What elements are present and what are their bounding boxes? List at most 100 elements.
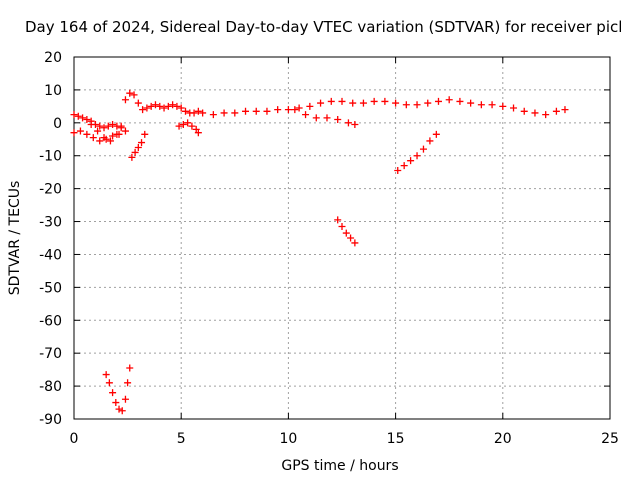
data-point (126, 89, 134, 97)
data-point (179, 120, 187, 128)
series-7 (334, 216, 359, 247)
y-tick-label: -90 (39, 412, 62, 428)
data-point (175, 122, 183, 130)
data-point (188, 122, 196, 130)
plot-frame (73, 56, 611, 420)
data-point (542, 111, 550, 119)
data-point (74, 112, 82, 120)
data-point (392, 99, 400, 107)
data-point (263, 107, 271, 115)
data-point (552, 107, 560, 115)
data-point (242, 107, 250, 115)
data-point (112, 399, 120, 407)
data-point (426, 137, 434, 145)
tick-labels: 0 5 10 15 20 25 -90 -80 -70 -60 -50 -40 -30 -20 -10 0 10… (39, 50, 619, 447)
data-point (134, 99, 142, 107)
data-points (70, 89, 569, 415)
data-point (100, 124, 108, 132)
data-point (109, 389, 117, 397)
chart-title: Day 164 of 2024, Sidereal Day-to-day VTE… (25, 18, 622, 36)
data-point (344, 119, 352, 127)
y-tick-label: 10 (44, 83, 62, 99)
series-1 (70, 89, 569, 132)
data-point (70, 111, 78, 119)
data-point (164, 102, 172, 110)
data-point (274, 106, 282, 114)
data-point (334, 216, 342, 224)
data-point (121, 395, 129, 403)
data-point (143, 104, 151, 112)
data-point (407, 157, 415, 165)
data-point (381, 97, 389, 105)
data-point (349, 99, 357, 107)
data-point (128, 153, 136, 161)
data-point (351, 239, 359, 247)
data-point (323, 114, 331, 122)
data-point (199, 109, 207, 117)
data-point (231, 109, 239, 117)
data-point (312, 114, 320, 122)
x-tick-label: 25 (601, 431, 619, 447)
data-point (432, 130, 440, 138)
y-tick-label: -20 (39, 182, 62, 198)
data-point (413, 152, 421, 160)
data-point (169, 101, 177, 109)
y-tick-label: -80 (39, 379, 62, 395)
y-tick-label: -40 (39, 247, 62, 263)
data-point (115, 405, 123, 413)
data-point (338, 222, 346, 230)
data-point (76, 127, 84, 135)
data-point (291, 106, 299, 114)
series-6 (291, 106, 359, 128)
data-point (338, 97, 346, 105)
data-point (499, 102, 507, 110)
series-8 (394, 130, 440, 175)
data-point (117, 122, 125, 130)
x-tick-label: 10 (279, 431, 297, 447)
axis-ticks (73, 56, 611, 420)
data-point (87, 120, 95, 128)
data-point (467, 99, 475, 107)
data-point (118, 407, 126, 415)
data-point (434, 97, 442, 105)
data-point (96, 137, 104, 145)
x-tick-label: 20 (494, 431, 512, 447)
series-3 (87, 120, 125, 145)
data-point (134, 144, 142, 151)
data-point (194, 107, 202, 115)
y-tick-label: -60 (39, 313, 62, 329)
x-tick-label: 5 (177, 431, 186, 447)
data-point (370, 97, 378, 105)
data-point (334, 116, 342, 124)
data-point (351, 120, 359, 128)
data-point (156, 102, 164, 110)
series-2 (70, 127, 129, 145)
data-point (139, 106, 147, 114)
data-point (147, 102, 155, 110)
data-point (488, 101, 496, 109)
data-point (477, 101, 485, 109)
data-point (104, 122, 112, 130)
data-point (306, 102, 314, 110)
data-point (96, 122, 104, 130)
data-point (109, 132, 117, 140)
data-point (413, 101, 421, 109)
data-point (138, 139, 146, 147)
data-point (359, 99, 367, 107)
data-point (184, 119, 192, 127)
data-point (342, 229, 350, 237)
data-point (456, 97, 464, 105)
data-point (561, 106, 569, 114)
data-point (121, 96, 129, 104)
data-point (394, 167, 402, 175)
x-axis-label: GPS time / hours (281, 458, 398, 474)
data-point (194, 129, 202, 137)
data-point (160, 104, 168, 112)
data-point (100, 134, 108, 142)
data-point (424, 99, 432, 107)
grid-lines (74, 57, 610, 419)
data-point (83, 130, 91, 138)
data-point (220, 109, 228, 117)
data-point (121, 127, 129, 135)
